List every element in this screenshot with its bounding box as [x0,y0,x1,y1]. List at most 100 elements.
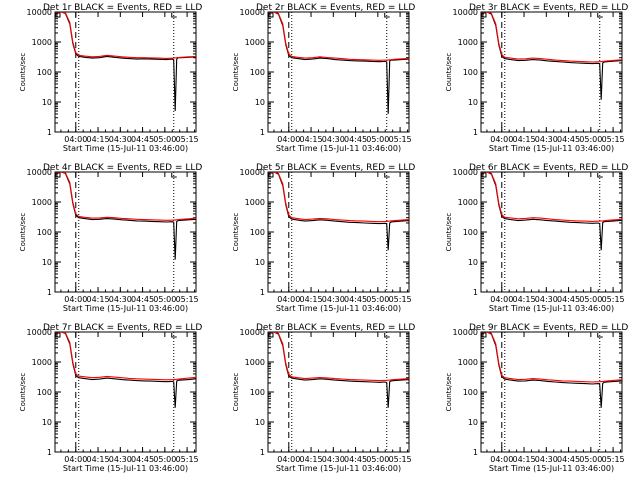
y-tick-label: 10 [255,258,265,267]
x-tick-label: 04:45 [557,455,580,464]
x-tick-label: 05:00 [153,455,176,464]
panel-title: Det 4r BLACK = Events, RED = LLD [43,163,202,173]
y-axis-label: Counts/sec [19,213,27,252]
x-tick-label: 04:45 [131,295,154,304]
x-tick-label: 04:00 [277,455,300,464]
detector-panel-7: Det 7r BLACK = Events, RED = LLD 1 10 100 10… [19,323,202,473]
y-axis-label: Counts/sec [232,213,240,252]
series-group [481,332,622,408]
x-axis-label: Start Time (15-Jul-11 03:46:00) [63,464,188,473]
lld-series-line [481,332,622,383]
x-tick-label: 04:30 [109,135,132,144]
x-tick-label: 04:30 [322,455,345,464]
x-tick-label: 04:45 [344,295,367,304]
y-tick-label: 1 [260,448,265,457]
x-tick-label: 04:15 [513,135,536,144]
x-tick-label: 04:15 [300,455,323,464]
y-tick-label: 10000 [27,168,52,177]
corner-marker [268,332,274,338]
y-tick-label: 10000 [240,168,265,177]
y-tick-label: 1 [473,128,478,137]
x-tick-label: 04:00 [277,295,300,304]
x-tick-label: 05:15 [176,455,199,464]
x-axis-label: Start Time (15-Jul-11 03:46:00) [489,144,614,153]
y-tick-label: 1000 [32,38,52,47]
y-tick-label: 1000 [245,358,265,367]
x-axis-label: Start Time (15-Jul-11 03:46:00) [489,464,614,473]
y-tick-label: 100 [250,228,265,237]
x-tick-label: 04:30 [322,135,345,144]
series-group [268,12,409,114]
x-tick-label: 05:15 [602,455,625,464]
x-axis-label: Start Time (15-Jul-11 03:46:00) [489,304,614,313]
panel-title: Det 8r BLACK = Events, RED = LLD [256,323,415,333]
x-tick-label: 04:30 [109,455,132,464]
y-tick-label: 1000 [32,198,52,207]
x-tick-label: 04:00 [64,295,87,304]
x-tick-label: 05:00 [153,135,176,144]
y-tick-label: 1000 [458,38,478,47]
series-group [268,332,409,408]
detector-panel-5: Det 5r BLACK = Events, RED = LLD 1 10 100 10… [232,163,415,313]
x-tick-label: 04:45 [344,135,367,144]
y-tick-label: 1 [47,448,52,457]
x-tick-label: 04:45 [557,295,580,304]
corner-marker [481,172,487,178]
detector-panel-6: Det 6r BLACK = Events, RED = LLD 1 10 100 10… [445,163,628,313]
panel-title: Det 1r BLACK = Events, RED = LLD [43,3,202,13]
x-tick-label: 04:15 [300,135,323,144]
x-tick-label: 05:15 [176,135,199,144]
y-tick-label: 10000 [27,8,52,17]
series-group [481,12,622,100]
lld-series-line [55,172,196,221]
y-tick-label: 10000 [453,328,478,337]
y-tick-label: 100 [37,388,52,397]
y-tick-label: 10000 [240,8,265,17]
x-tick-label: 05:00 [366,455,389,464]
x-axis-label: Start Time (15-Jul-11 03:46:00) [276,144,401,153]
y-tick-label: 100 [250,388,265,397]
x-tick-label: 05:00 [579,135,602,144]
y-tick-label: 10 [42,418,52,427]
x-tick-label: 04:45 [131,455,154,464]
series-group [481,172,622,251]
corner-marker [171,173,177,178]
y-tick-label: 100 [463,228,478,237]
series-group [268,172,409,251]
y-tick-label: 1 [47,288,52,297]
panel-title: Det 2r BLACK = Events, RED = LLD [256,3,415,13]
x-tick-label: 04:00 [490,135,513,144]
x-axis-label: Start Time (15-Jul-11 03:46:00) [276,304,401,313]
panel-title: Det 5r BLACK = Events, RED = LLD [256,163,415,173]
y-axis-label: Counts/sec [19,373,27,412]
corner-marker [597,333,603,338]
x-tick-label: 04:45 [557,135,580,144]
corner-marker [268,172,274,178]
detector-panel-9: Det 9r BLACK = Events, RED = LLD 1 10 100 10… [445,323,628,473]
x-tick-label: 05:15 [602,295,625,304]
x-tick-label: 04:15 [513,295,536,304]
detector-panel-4: Det 4r BLACK = Events, RED = LLD 1 10 100 10… [19,163,202,313]
x-tick-label: 04:15 [513,455,536,464]
lld-series-line [481,12,622,63]
x-tick-label: 04:30 [535,455,558,464]
y-tick-label: 1000 [458,198,478,207]
y-tick-label: 100 [37,68,52,77]
x-tick-label: 05:00 [366,295,389,304]
y-tick-label: 10 [468,418,478,427]
x-tick-label: 04:30 [535,295,558,304]
y-tick-label: 1000 [245,38,265,47]
corner-marker [55,332,61,338]
y-tick-label: 100 [463,68,478,77]
y-tick-label: 100 [37,228,52,237]
y-tick-label: 1000 [245,198,265,207]
y-tick-label: 10 [42,98,52,107]
y-tick-label: 1 [473,288,478,297]
corner-marker [597,173,603,178]
y-axis-label: Counts/sec [232,373,240,412]
y-axis-label: Counts/sec [232,53,240,92]
y-tick-label: 1 [260,288,265,297]
x-tick-label: 04:30 [535,135,558,144]
corner-marker [268,12,274,18]
y-tick-label: 10 [255,98,265,107]
